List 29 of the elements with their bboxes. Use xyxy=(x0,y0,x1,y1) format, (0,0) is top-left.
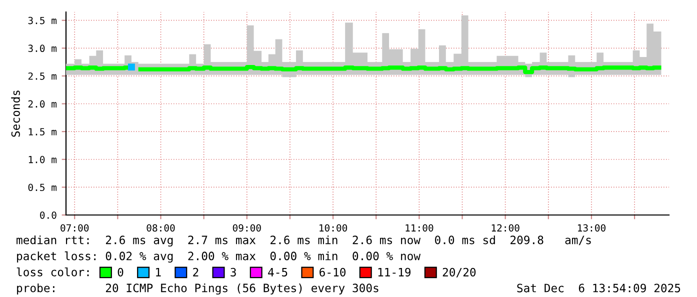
text: median rtt: 2.6 ms avg 2.7 ms max 2.6 ms min 2.6 ms now 0.0 ms sd 209.8 am/s xyxy=(16,235,591,247)
text: Sat Dec 6 13:54:09 2025 xyxy=(517,284,680,292)
legend-title: loss color: xyxy=(16,267,89,276)
y-tick-label: 3.5 m xyxy=(28,16,57,24)
y-tick-label: 0.5 m xyxy=(28,184,57,192)
legend-label: 4-5 xyxy=(268,268,288,276)
y-tick-label: 2.0 m xyxy=(28,100,57,108)
y-tick-label: 0.0 xyxy=(40,212,56,219)
x-tick-label: 13:00 xyxy=(578,224,606,232)
legend-label: 11-19 xyxy=(378,268,411,276)
text: probe: 20 ICMP Echo Pings (56 Bytes) every 300s xyxy=(17,283,378,295)
y-tick-label: 2.5 m xyxy=(28,72,57,80)
y-tick-label: 3.0 m xyxy=(28,44,57,52)
x-tick-label: 11:00 xyxy=(406,224,434,232)
legend-label: 0 xyxy=(118,268,124,276)
legend-label: 6-10 xyxy=(320,268,346,276)
legend-label: 2 xyxy=(193,268,198,276)
y-tick-label: 1.5 m xyxy=(28,128,57,136)
legend-label: 3 xyxy=(230,268,236,276)
legend-label: 20/20 xyxy=(442,268,476,278)
legend-label: 1 xyxy=(156,268,161,276)
x-tick-label: 07:00 xyxy=(60,224,89,232)
x-tick-label: 09:00 xyxy=(232,224,261,232)
x-tick-label: 12:00 xyxy=(492,224,520,232)
x-tick-label: 10:00 xyxy=(320,224,348,232)
y-axis-title: Seconds xyxy=(11,90,20,137)
text: packet loss: 0.02 % avg 2.00 % max 0.00 % min 0.00 % now xyxy=(17,251,421,263)
y-tick-label: 1.0 m xyxy=(28,156,57,164)
x-tick-label: 08:00 xyxy=(146,224,175,232)
